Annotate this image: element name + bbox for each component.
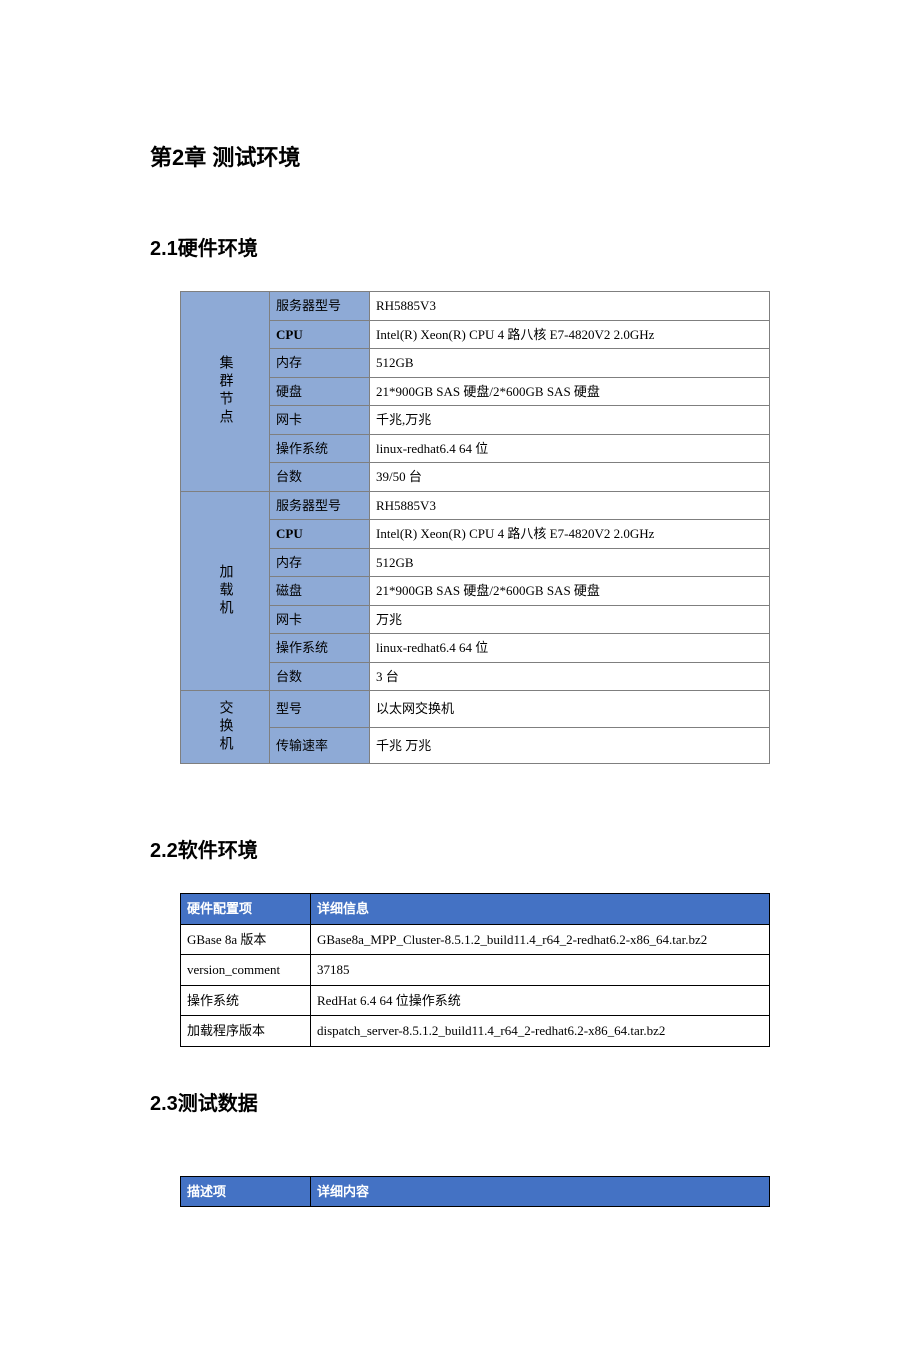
section-testdata-title: 2.3测试数据	[150, 1087, 770, 1116]
table-row: 集群节点 服务器型号 RH5885V3	[181, 292, 770, 321]
hw-label: 网卡	[270, 406, 370, 435]
hw-value: 万兆	[370, 605, 770, 634]
table-row: 加载机 服务器型号 RH5885V3	[181, 491, 770, 520]
testdata-header-col2: 详细内容	[311, 1176, 770, 1207]
table-header-row: 描述项 详细内容	[181, 1176, 770, 1207]
table-row: CPU Intel(R) Xeon(R) CPU 4 路八核 E7-4820V2…	[181, 320, 770, 349]
table-row: version_comment 37185	[181, 955, 770, 986]
hw-value: 以太网交换机	[370, 691, 770, 728]
hw-value: 3 台	[370, 662, 770, 691]
software-table-wrapper: 硬件配置项 详细信息 GBase 8a 版本 GBase8a_MPP_Clust…	[180, 893, 770, 1047]
hw-label: CPU	[270, 320, 370, 349]
sw-value: dispatch_server-8.5.1.2_build11.4_r64_2-…	[311, 1016, 770, 1047]
hw-label: 网卡	[270, 605, 370, 634]
hw-label: 内存	[270, 548, 370, 577]
software-table: 硬件配置项 详细信息 GBase 8a 版本 GBase8a_MPP_Clust…	[180, 893, 770, 1047]
sw-label: 加载程序版本	[181, 1016, 311, 1047]
hw-value: 39/50 台	[370, 463, 770, 492]
table-row: 传输速率 千兆 万兆	[181, 727, 770, 764]
table-row: 内存 512GB	[181, 548, 770, 577]
table-row: 操作系统 linux-redhat6.4 64 位	[181, 434, 770, 463]
table-row: 台数 39/50 台	[181, 463, 770, 492]
hw-value: Intel(R) Xeon(R) CPU 4 路八核 E7-4820V2 2.0…	[370, 320, 770, 349]
section-software-title: 2.2软件环境	[150, 834, 770, 863]
hw-value: 512GB	[370, 548, 770, 577]
hardware-table: 集群节点 服务器型号 RH5885V3 CPU Intel(R) Xeon(R)…	[180, 291, 770, 764]
sw-header-col2: 详细信息	[311, 894, 770, 925]
hw-value: 512GB	[370, 349, 770, 378]
sw-header-col1: 硬件配置项	[181, 894, 311, 925]
hw-label: 台数	[270, 463, 370, 492]
hw-value: 千兆,万兆	[370, 406, 770, 435]
group-label-loader: 加载机	[181, 491, 270, 691]
table-row: 网卡 万兆	[181, 605, 770, 634]
table-row: 磁盘 21*900GB SAS 硬盘/2*600GB SAS 硬盘	[181, 577, 770, 606]
table-row: GBase 8a 版本 GBase8a_MPP_Cluster-8.5.1.2_…	[181, 924, 770, 955]
table-row: 硬盘 21*900GB SAS 硬盘/2*600GB SAS 硬盘	[181, 377, 770, 406]
hw-value: RH5885V3	[370, 491, 770, 520]
table-row: 操作系统 linux-redhat6.4 64 位	[181, 634, 770, 663]
testdata-table: 描述项 详细内容	[180, 1176, 770, 1208]
hw-value: linux-redhat6.4 64 位	[370, 434, 770, 463]
hw-label: 型号	[270, 691, 370, 728]
section-hardware-title: 2.1硬件环境	[150, 232, 770, 261]
table-row: 内存 512GB	[181, 349, 770, 378]
table-row: CPU Intel(R) Xeon(R) CPU 4 路八核 E7-4820V2…	[181, 520, 770, 549]
hw-value: Intel(R) Xeon(R) CPU 4 路八核 E7-4820V2 2.0…	[370, 520, 770, 549]
hw-label: 服务器型号	[270, 292, 370, 321]
hw-label: 台数	[270, 662, 370, 691]
sw-label: version_comment	[181, 955, 311, 986]
hw-label: 服务器型号	[270, 491, 370, 520]
hw-label: 硬盘	[270, 377, 370, 406]
hw-label: 传输速率	[270, 727, 370, 764]
testdata-header-col1: 描述项	[181, 1176, 311, 1207]
group-label-cluster: 集群节点	[181, 292, 270, 492]
hw-label: 内存	[270, 349, 370, 378]
hw-label: 磁盘	[270, 577, 370, 606]
table-row: 交换机 型号 以太网交换机	[181, 691, 770, 728]
hw-value: RH5885V3	[370, 292, 770, 321]
sw-label: 操作系统	[181, 985, 311, 1016]
table-row: 网卡 千兆,万兆	[181, 406, 770, 435]
table-row: 台数 3 台	[181, 662, 770, 691]
sw-label: GBase 8a 版本	[181, 924, 311, 955]
hw-label: 操作系统	[270, 634, 370, 663]
hw-value: 千兆 万兆	[370, 727, 770, 764]
hardware-table-wrapper: 集群节点 服务器型号 RH5885V3 CPU Intel(R) Xeon(R)…	[180, 291, 770, 764]
sw-value: GBase8a_MPP_Cluster-8.5.1.2_build11.4_r6…	[311, 924, 770, 955]
sw-value: RedHat 6.4 64 位操作系统	[311, 985, 770, 1016]
group-label-switch: 交换机	[181, 691, 270, 764]
table-row: 操作系统 RedHat 6.4 64 位操作系统	[181, 985, 770, 1016]
hw-value: linux-redhat6.4 64 位	[370, 634, 770, 663]
table-header-row: 硬件配置项 详细信息	[181, 894, 770, 925]
testdata-table-wrapper: 描述项 详细内容	[180, 1176, 770, 1208]
hw-label: CPU	[270, 520, 370, 549]
hw-value: 21*900GB SAS 硬盘/2*600GB SAS 硬盘	[370, 577, 770, 606]
sw-value: 37185	[311, 955, 770, 986]
hw-label: 操作系统	[270, 434, 370, 463]
chapter-title: 第2章 测试环境	[150, 140, 770, 172]
table-row: 加载程序版本 dispatch_server-8.5.1.2_build11.4…	[181, 1016, 770, 1047]
hw-value: 21*900GB SAS 硬盘/2*600GB SAS 硬盘	[370, 377, 770, 406]
